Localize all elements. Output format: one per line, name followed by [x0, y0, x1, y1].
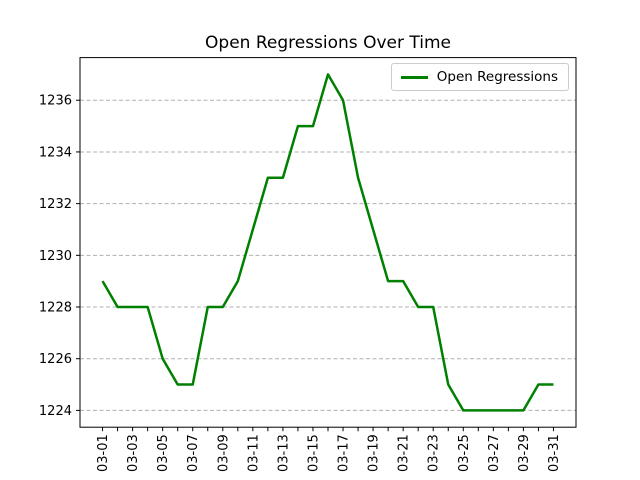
x-tick-label: 03-21: [397, 434, 412, 472]
x-tick-label: 03-01: [96, 434, 111, 472]
x-tick-label: 03-23: [427, 434, 442, 472]
x-tick-label: 03-09: [216, 434, 231, 472]
y-tick-label: 1236: [39, 94, 72, 109]
plot-border: [79, 57, 577, 428]
legend-label: Open Regressions: [436, 69, 558, 85]
x-tick-label: 03-03: [126, 434, 141, 472]
y-tick-label: 1234: [39, 145, 72, 160]
y-tick-label: 1224: [39, 404, 72, 419]
x-tick-label: 03-15: [306, 434, 321, 472]
y-tick-label: 1232: [39, 197, 72, 212]
legend: Open Regressions: [390, 63, 569, 91]
x-tick-label: 03-11: [246, 434, 261, 472]
chart-title: Open Regressions Over Time: [205, 33, 451, 53]
x-tick-label: 03-19: [367, 434, 382, 472]
y-tick-label: 1228: [39, 301, 72, 316]
x-tick-label: 03-25: [457, 434, 472, 472]
x-tick-label: 03-17: [337, 434, 352, 472]
x-tick-label: 03-27: [487, 434, 502, 472]
x-tick-label: 03-31: [547, 434, 562, 472]
x-tick-label: 03-07: [186, 434, 201, 472]
x-tick-label: 03-05: [156, 434, 171, 472]
y-tick-label: 1226: [39, 352, 72, 367]
x-tick-label: 03-13: [276, 434, 291, 472]
series-line-open-regressions: [101, 73, 554, 412]
y-tick-label: 1230: [39, 249, 72, 264]
x-tick-label: 03-29: [517, 434, 532, 472]
legend-line-icon: [400, 75, 428, 79]
